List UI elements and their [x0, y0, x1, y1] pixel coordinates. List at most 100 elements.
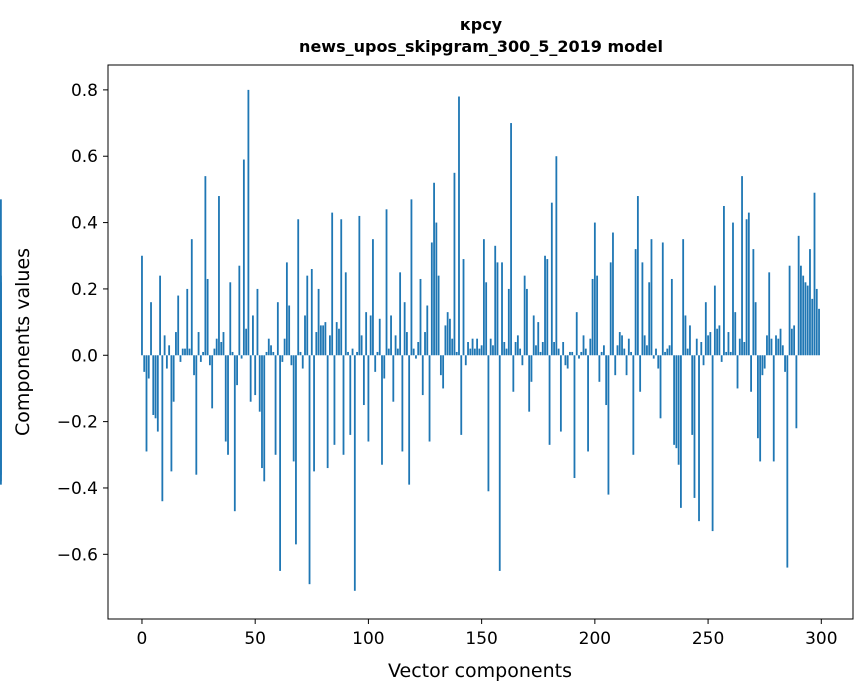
bar	[614, 355, 617, 376]
bar	[464, 355, 467, 366]
bar	[519, 348, 522, 356]
bar	[571, 351, 574, 356]
bar	[374, 355, 377, 372]
bar	[274, 355, 277, 455]
bar	[367, 355, 370, 442]
bar	[258, 355, 261, 412]
bar	[609, 262, 612, 356]
bar	[752, 249, 755, 356]
bar	[449, 318, 451, 356]
bar	[152, 355, 155, 415]
bar	[437, 275, 440, 356]
bar	[319, 325, 322, 356]
bar	[188, 348, 191, 356]
bar	[145, 355, 148, 452]
bar	[245, 328, 248, 356]
bar	[636, 196, 639, 356]
bar	[544, 255, 546, 356]
bar	[265, 351, 268, 356]
bar	[349, 355, 352, 435]
bar	[281, 355, 284, 362]
bar	[625, 355, 628, 376]
bar	[199, 355, 202, 362]
bar	[501, 262, 503, 356]
bar	[227, 355, 229, 455]
bar	[643, 335, 646, 356]
bar	[745, 219, 748, 356]
bar	[396, 348, 399, 356]
bar	[526, 288, 528, 356]
bar	[498, 355, 501, 571]
bar	[562, 342, 565, 356]
bar	[220, 342, 223, 356]
bar	[541, 342, 544, 356]
bar	[732, 222, 734, 356]
bar	[707, 335, 709, 356]
bar	[689, 325, 691, 356]
bar	[639, 355, 642, 392]
bar	[215, 338, 218, 356]
bar	[141, 255, 143, 356]
bar	[704, 302, 707, 356]
bar	[797, 235, 800, 356]
bar	[156, 355, 159, 432]
bar	[655, 348, 657, 356]
bar	[0, 355, 2, 372]
bar	[750, 355, 752, 392]
bar	[304, 315, 306, 356]
bar	[159, 275, 161, 356]
bar	[621, 335, 623, 356]
bar	[512, 355, 515, 392]
bar	[272, 351, 275, 356]
bar	[362, 355, 365, 406]
bar	[809, 249, 811, 356]
bar	[247, 89, 250, 356]
bar	[297, 219, 300, 356]
bar	[390, 315, 392, 356]
bar	[254, 355, 257, 396]
bar	[505, 348, 508, 356]
bar	[385, 209, 388, 356]
bar	[184, 348, 186, 356]
bar	[242, 159, 245, 356]
bar	[381, 355, 383, 465]
bar	[270, 345, 272, 356]
bar	[403, 302, 406, 356]
bar	[186, 288, 189, 356]
bar	[433, 182, 435, 356]
bar	[736, 355, 739, 389]
bar	[702, 355, 705, 366]
bar	[473, 348, 476, 356]
bar	[204, 176, 207, 356]
bar	[582, 335, 585, 356]
bar	[476, 338, 479, 356]
bar	[569, 351, 571, 356]
bar	[539, 351, 542, 356]
bar	[532, 315, 535, 356]
bar	[578, 355, 580, 359]
bar	[424, 332, 426, 356]
bar	[324, 322, 327, 356]
bar	[0, 355, 2, 432]
bar	[267, 338, 270, 356]
y-tick-label: 0.0	[71, 346, 98, 366]
bar	[143, 355, 146, 372]
bar	[668, 345, 671, 356]
bar	[650, 239, 653, 356]
bar	[673, 355, 676, 445]
bar	[342, 355, 345, 455]
bar	[428, 355, 431, 442]
bar	[695, 338, 698, 356]
bar	[516, 335, 519, 356]
bar	[607, 355, 610, 495]
chart-title: крсу	[460, 15, 503, 34]
bar	[770, 338, 773, 356]
bar	[738, 338, 741, 356]
bar	[206, 278, 209, 356]
bar	[781, 345, 784, 356]
bar	[489, 338, 492, 356]
bar	[550, 202, 553, 356]
bar	[496, 262, 499, 356]
bar	[410, 199, 413, 356]
bar	[754, 302, 757, 356]
